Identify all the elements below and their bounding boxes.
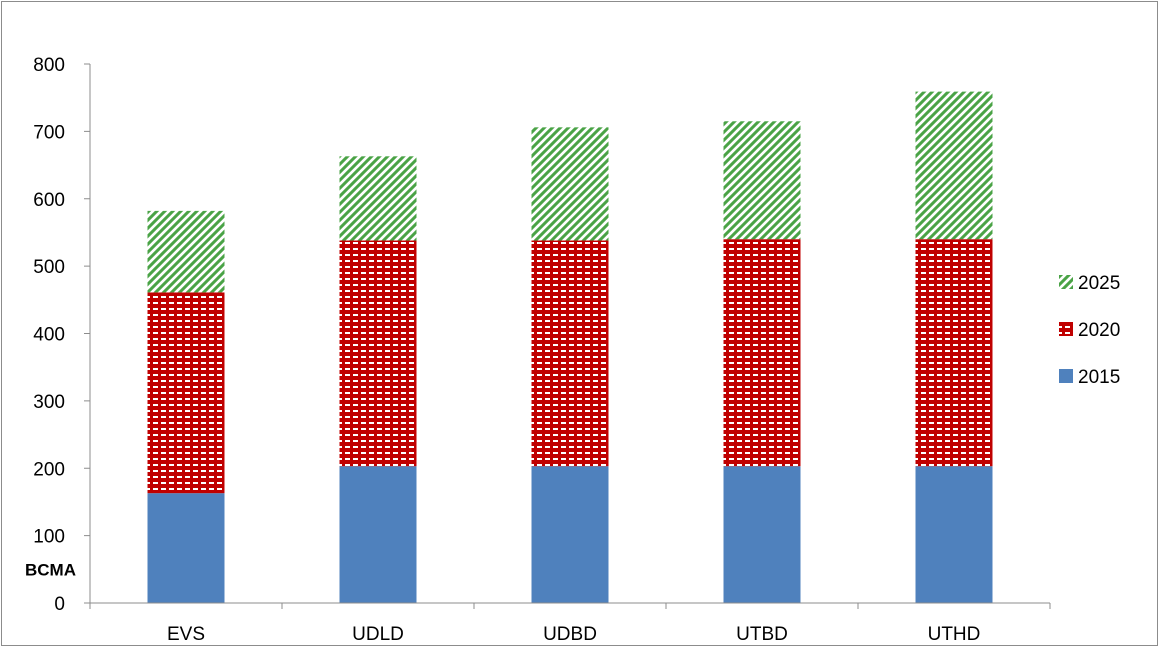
y-tick-label: 0 (54, 594, 65, 615)
axes-layer (84, 63, 1051, 609)
legend-label-2020: 2020 (1078, 320, 1120, 341)
y-tick-label: 500 (33, 257, 65, 278)
bar-evs-2015 (147, 493, 225, 603)
legend-label-2015: 2015 (1078, 367, 1120, 388)
legend-swatch-2020 (1059, 322, 1073, 336)
legend-label-2025: 2025 (1078, 273, 1120, 294)
bar-uthd-2015 (915, 466, 993, 603)
bar-udbd-2020 (531, 240, 609, 467)
y-tick-label: 400 (33, 325, 65, 346)
bar-uthd-2025 (915, 91, 993, 240)
legend-swatch-2015 (1059, 369, 1073, 383)
bar-uthd-2020 (915, 239, 993, 467)
y-tick-label: 100 (33, 527, 65, 548)
bar-utbd-2015 (723, 466, 801, 603)
x-tick-label: UDBD (543, 624, 597, 645)
y-tick-label: 600 (33, 190, 65, 211)
x-tick-label: UTBD (736, 624, 788, 645)
bar-udld-2025 (339, 156, 417, 241)
y-tick-label: 200 (33, 459, 65, 480)
bar-utbd-2025 (723, 121, 801, 240)
y-axis-unit-label: BCMA (25, 560, 76, 579)
bar-udbd-2015 (531, 466, 609, 603)
bar-evs-2020 (147, 292, 225, 494)
bar-udbd-2025 (531, 127, 609, 241)
y-tick-label: 800 (33, 55, 65, 76)
x-tick-labels: EVS UDLD UDBD UTBD UTHD (167, 624, 980, 645)
legend: 2025 2020 2015 (1059, 273, 1120, 388)
bar-utbd-2020 (723, 239, 801, 467)
y-tick-label: 300 (33, 392, 65, 413)
x-tick-label: UDLD (352, 624, 404, 645)
y-tick-label: 700 (33, 122, 65, 143)
x-tick-label: UTHD (928, 624, 981, 645)
bar-udld-2015 (339, 466, 417, 603)
x-tick-label: EVS (167, 624, 205, 645)
legend-swatch-2025 (1059, 275, 1073, 289)
bar-evs-2025 (147, 210, 225, 293)
y-tick-labels: 0 100 200 300 400 500 600 700 800 (33, 55, 65, 615)
bars-layer (147, 91, 993, 603)
bar-udld-2020 (339, 240, 417, 467)
